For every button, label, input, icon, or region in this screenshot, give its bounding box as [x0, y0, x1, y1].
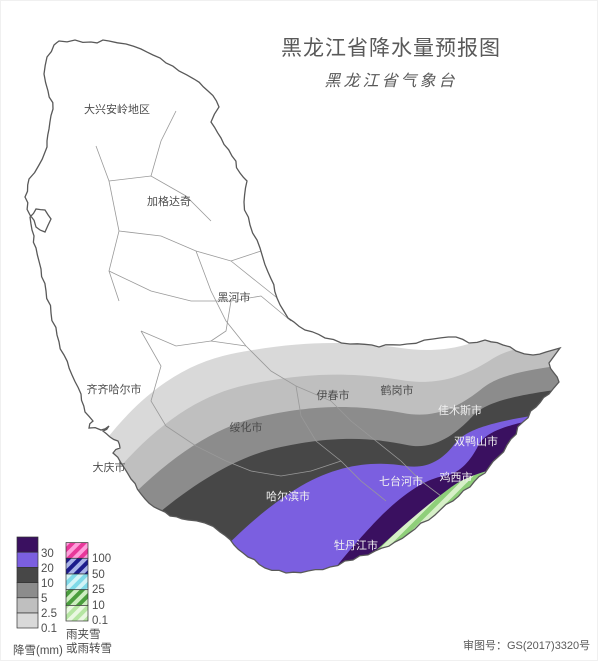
- svg-text:鸡西市: 鸡西市: [440, 470, 473, 484]
- svg-text:降雪(mm): 降雪(mm): [13, 643, 63, 657]
- svg-text:5: 5: [41, 593, 47, 605]
- svg-text:齐齐哈尔市: 齐齐哈尔市: [87, 382, 142, 396]
- svg-text:双鸭山市: 双鸭山市: [454, 434, 498, 448]
- svg-text:七台河市: 七台河市: [379, 474, 423, 488]
- svg-text:加格达奇: 加格达奇: [147, 194, 191, 208]
- svg-text:鹤岗市: 鹤岗市: [381, 383, 414, 397]
- svg-text:大庆市: 大庆市: [93, 460, 126, 474]
- svg-text:25: 25: [92, 584, 105, 596]
- svg-text:0.1: 0.1: [41, 623, 57, 635]
- svg-text:50: 50: [92, 569, 105, 581]
- svg-text:哈尔滨市: 哈尔滨市: [266, 489, 310, 503]
- svg-text:佳木斯市: 佳木斯市: [438, 403, 482, 417]
- svg-text:2.5: 2.5: [41, 608, 57, 620]
- svg-text:10: 10: [41, 578, 54, 590]
- svg-text:10: 10: [92, 600, 105, 612]
- svg-text:绥化市: 绥化市: [230, 420, 263, 434]
- svg-text:100: 100: [92, 553, 111, 565]
- svg-text:审图号：GS(2017)3320号: 审图号：GS(2017)3320号: [463, 638, 590, 652]
- svg-text:或雨转雪: 或雨转雪: [66, 641, 112, 655]
- svg-text:大兴安岭地区: 大兴安岭地区: [84, 102, 150, 116]
- svg-text:30: 30: [41, 548, 54, 560]
- svg-text:雨夹雪: 雨夹雪: [66, 628, 101, 641]
- svg-text:20: 20: [41, 563, 54, 575]
- svg-text:0.1: 0.1: [92, 615, 108, 627]
- svg-text:牡丹江市: 牡丹江市: [334, 538, 378, 552]
- svg-text:伊春市: 伊春市: [317, 388, 350, 402]
- svg-text:黑河市: 黑河市: [218, 290, 251, 304]
